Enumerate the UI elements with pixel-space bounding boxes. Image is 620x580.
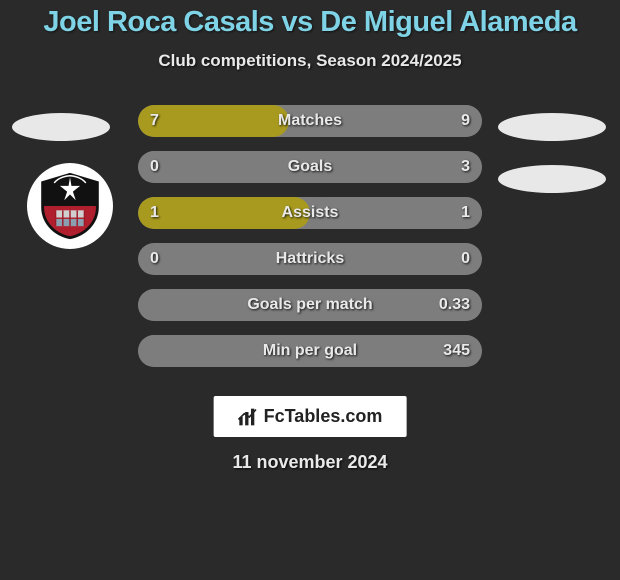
chart-icon xyxy=(238,407,258,427)
stat-row: 345Min per goal xyxy=(138,335,482,367)
page-title: Joel Roca Casals vs De Miguel Alameda xyxy=(0,0,620,39)
stat-row: 0.33Goals per match xyxy=(138,289,482,321)
stat-row: 79Matches xyxy=(138,105,482,137)
brand-badge[interactable]: FcTables.com xyxy=(214,396,407,437)
stat-rows: 79Matches 03Goals 11Assists 00Hattricks 0.33… xyxy=(138,105,482,381)
stat-label: Goals xyxy=(138,151,482,183)
club-badge xyxy=(27,163,113,249)
stat-label: Hattricks xyxy=(138,243,482,275)
stat-label: Assists xyxy=(138,197,482,229)
oval-right-top xyxy=(498,113,606,141)
oval-right-mid xyxy=(498,165,606,193)
stat-label: Min per goal xyxy=(138,335,482,367)
date-text: 11 november 2024 xyxy=(0,452,620,473)
stat-row: 03Goals xyxy=(138,151,482,183)
stat-row: 00Hattricks xyxy=(138,243,482,275)
oval-left xyxy=(12,113,110,141)
brand-text: FcTables.com xyxy=(264,406,383,427)
shield-icon xyxy=(34,170,106,242)
stat-label: Matches xyxy=(138,105,482,137)
stat-label: Goals per match xyxy=(138,289,482,321)
stat-row: 11Assists xyxy=(138,197,482,229)
subtitle: Club competitions, Season 2024/2025 xyxy=(0,51,620,71)
